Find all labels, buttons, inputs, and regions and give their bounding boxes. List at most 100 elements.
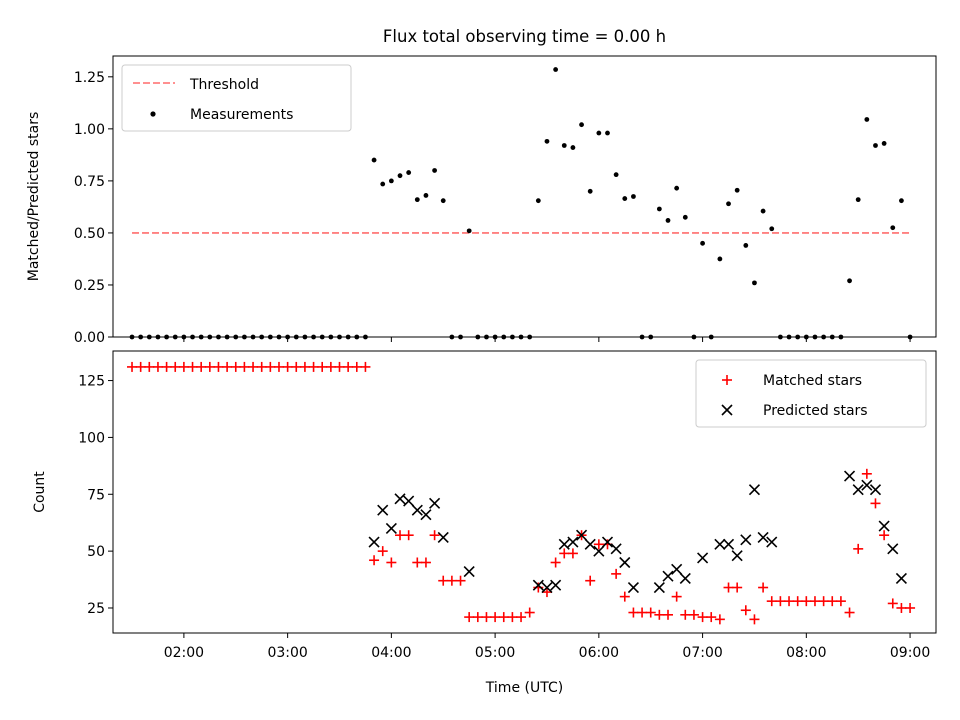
- predicted-star-point: [420, 509, 432, 521]
- matched-star-point: [801, 596, 812, 607]
- matched-star-point: [317, 361, 328, 372]
- bottom-x-tick-label: 03:00: [267, 645, 307, 661]
- matched-star-point: [792, 596, 803, 607]
- measurement-point: [380, 181, 386, 187]
- matched-star-point: [377, 546, 388, 557]
- matched-star-point: [222, 361, 233, 372]
- matched-star-point: [369, 555, 380, 566]
- bottom-x-tick-label: 08:00: [786, 645, 826, 661]
- top-y-tick-label: 1.25: [74, 70, 105, 86]
- bottom-x-tick-label: 04:00: [371, 645, 411, 661]
- matched-star-point: [213, 361, 224, 372]
- predicted-star-point: [878, 520, 890, 532]
- matched-star-point: [550, 557, 561, 568]
- matched-star-point: [714, 614, 725, 625]
- legend-predicted-swatch: [721, 404, 733, 416]
- matched-star-point: [412, 557, 423, 568]
- predicted-star-point: [394, 493, 406, 505]
- measurement-point: [371, 157, 377, 163]
- measurement-point: [873, 143, 878, 148]
- matched-star-point: [204, 361, 215, 372]
- predicted-star-point: [869, 484, 882, 496]
- matched-star-point: [127, 361, 138, 372]
- legend-measurements-swatch: [150, 111, 156, 117]
- matched-star-point: [766, 596, 777, 607]
- matched-star-point: [671, 591, 682, 602]
- matched-star-point: [239, 361, 250, 372]
- bottom-chart-y-ticks: 25 50 75 100 125: [78, 374, 113, 617]
- matched-star-point: [818, 596, 829, 607]
- measurement-point: [553, 67, 559, 72]
- matched-star-point: [663, 609, 674, 620]
- matched-star-point: [611, 568, 622, 579]
- matched-star-point: [420, 557, 431, 568]
- matched-star-point: [654, 609, 665, 620]
- matched-star-point: [490, 612, 501, 623]
- matched-star-point: [619, 591, 630, 602]
- matched-star-point: [896, 602, 907, 613]
- bottom-y-tick-label: 125: [78, 374, 105, 390]
- matched-star-point: [446, 575, 457, 586]
- measurement-point: [881, 141, 887, 146]
- top-chart-frame: [112, 55, 937, 338]
- matched-star-point: [187, 361, 198, 372]
- matched-star-point: [567, 548, 578, 559]
- measurement-point: [674, 185, 680, 191]
- measurement-point: [432, 168, 437, 173]
- matched-star-point: [775, 596, 786, 607]
- predicted-star-point: [593, 545, 605, 557]
- predicted-star-point: [584, 538, 596, 550]
- predicted-star-point: [722, 538, 735, 550]
- predicted-star-point: [679, 572, 691, 584]
- matched-star-point: [438, 575, 449, 586]
- matched-star-point: [196, 361, 207, 372]
- legend-threshold-label: Threshold: [189, 77, 259, 93]
- matched-star-point: [706, 612, 717, 623]
- matched-star-point: [135, 361, 146, 372]
- matched-star-point: [351, 361, 362, 372]
- predicted-star-point: [697, 552, 709, 564]
- predicted-star-point: [541, 581, 553, 594]
- measurement-point: [397, 173, 403, 179]
- measurement-point: [743, 243, 749, 248]
- matched-star-point: [334, 361, 345, 372]
- matched-star-point: [472, 612, 483, 623]
- matched-star-point: [481, 612, 492, 623]
- matched-star-point: [516, 612, 527, 623]
- matched-star-point: [230, 361, 241, 372]
- bottom-y-tick-label: 50: [87, 544, 105, 560]
- predicted-star-point: [662, 570, 674, 582]
- matched-star-point: [455, 575, 466, 586]
- bottom-y-tick-label: 25: [87, 601, 105, 617]
- legend-matched-swatch: [722, 375, 732, 385]
- measurement-point: [890, 225, 896, 231]
- predicted-star-point: [766, 536, 778, 548]
- predicted-star-point: [748, 484, 761, 496]
- measurement-point: [656, 206, 662, 212]
- measurement-point: [752, 280, 757, 286]
- measurement-point: [726, 201, 731, 207]
- matched-star-point: [325, 361, 336, 372]
- top-chart-title: Flux total observing time = 0.00 h: [383, 27, 666, 46]
- measurement-point: [864, 117, 870, 122]
- measurement-point: [769, 226, 775, 232]
- measurement-point: [596, 130, 602, 136]
- matched-star-point: [645, 607, 656, 618]
- matched-star-point: [688, 609, 699, 620]
- bottom-x-tick-label: 07:00: [682, 645, 722, 661]
- matched-star-point: [723, 582, 734, 593]
- matched-star-point: [887, 598, 898, 609]
- matched-star-point: [861, 468, 872, 479]
- bottom-chart-y-axis-label: Count: [32, 471, 48, 513]
- measurement-point: [613, 172, 619, 178]
- matched-star-point: [248, 361, 259, 372]
- top-y-tick-label: 1.00: [74, 122, 105, 138]
- measurement-point: [561, 143, 567, 148]
- measurement-point: [544, 138, 550, 144]
- matched-star-point: [161, 361, 172, 372]
- measurement-point: [717, 256, 723, 262]
- bottom-x-tick-label: 09:00: [890, 645, 930, 661]
- predicted-star-point: [368, 536, 380, 548]
- measurement-point: [847, 278, 852, 284]
- measurement-point: [734, 187, 740, 193]
